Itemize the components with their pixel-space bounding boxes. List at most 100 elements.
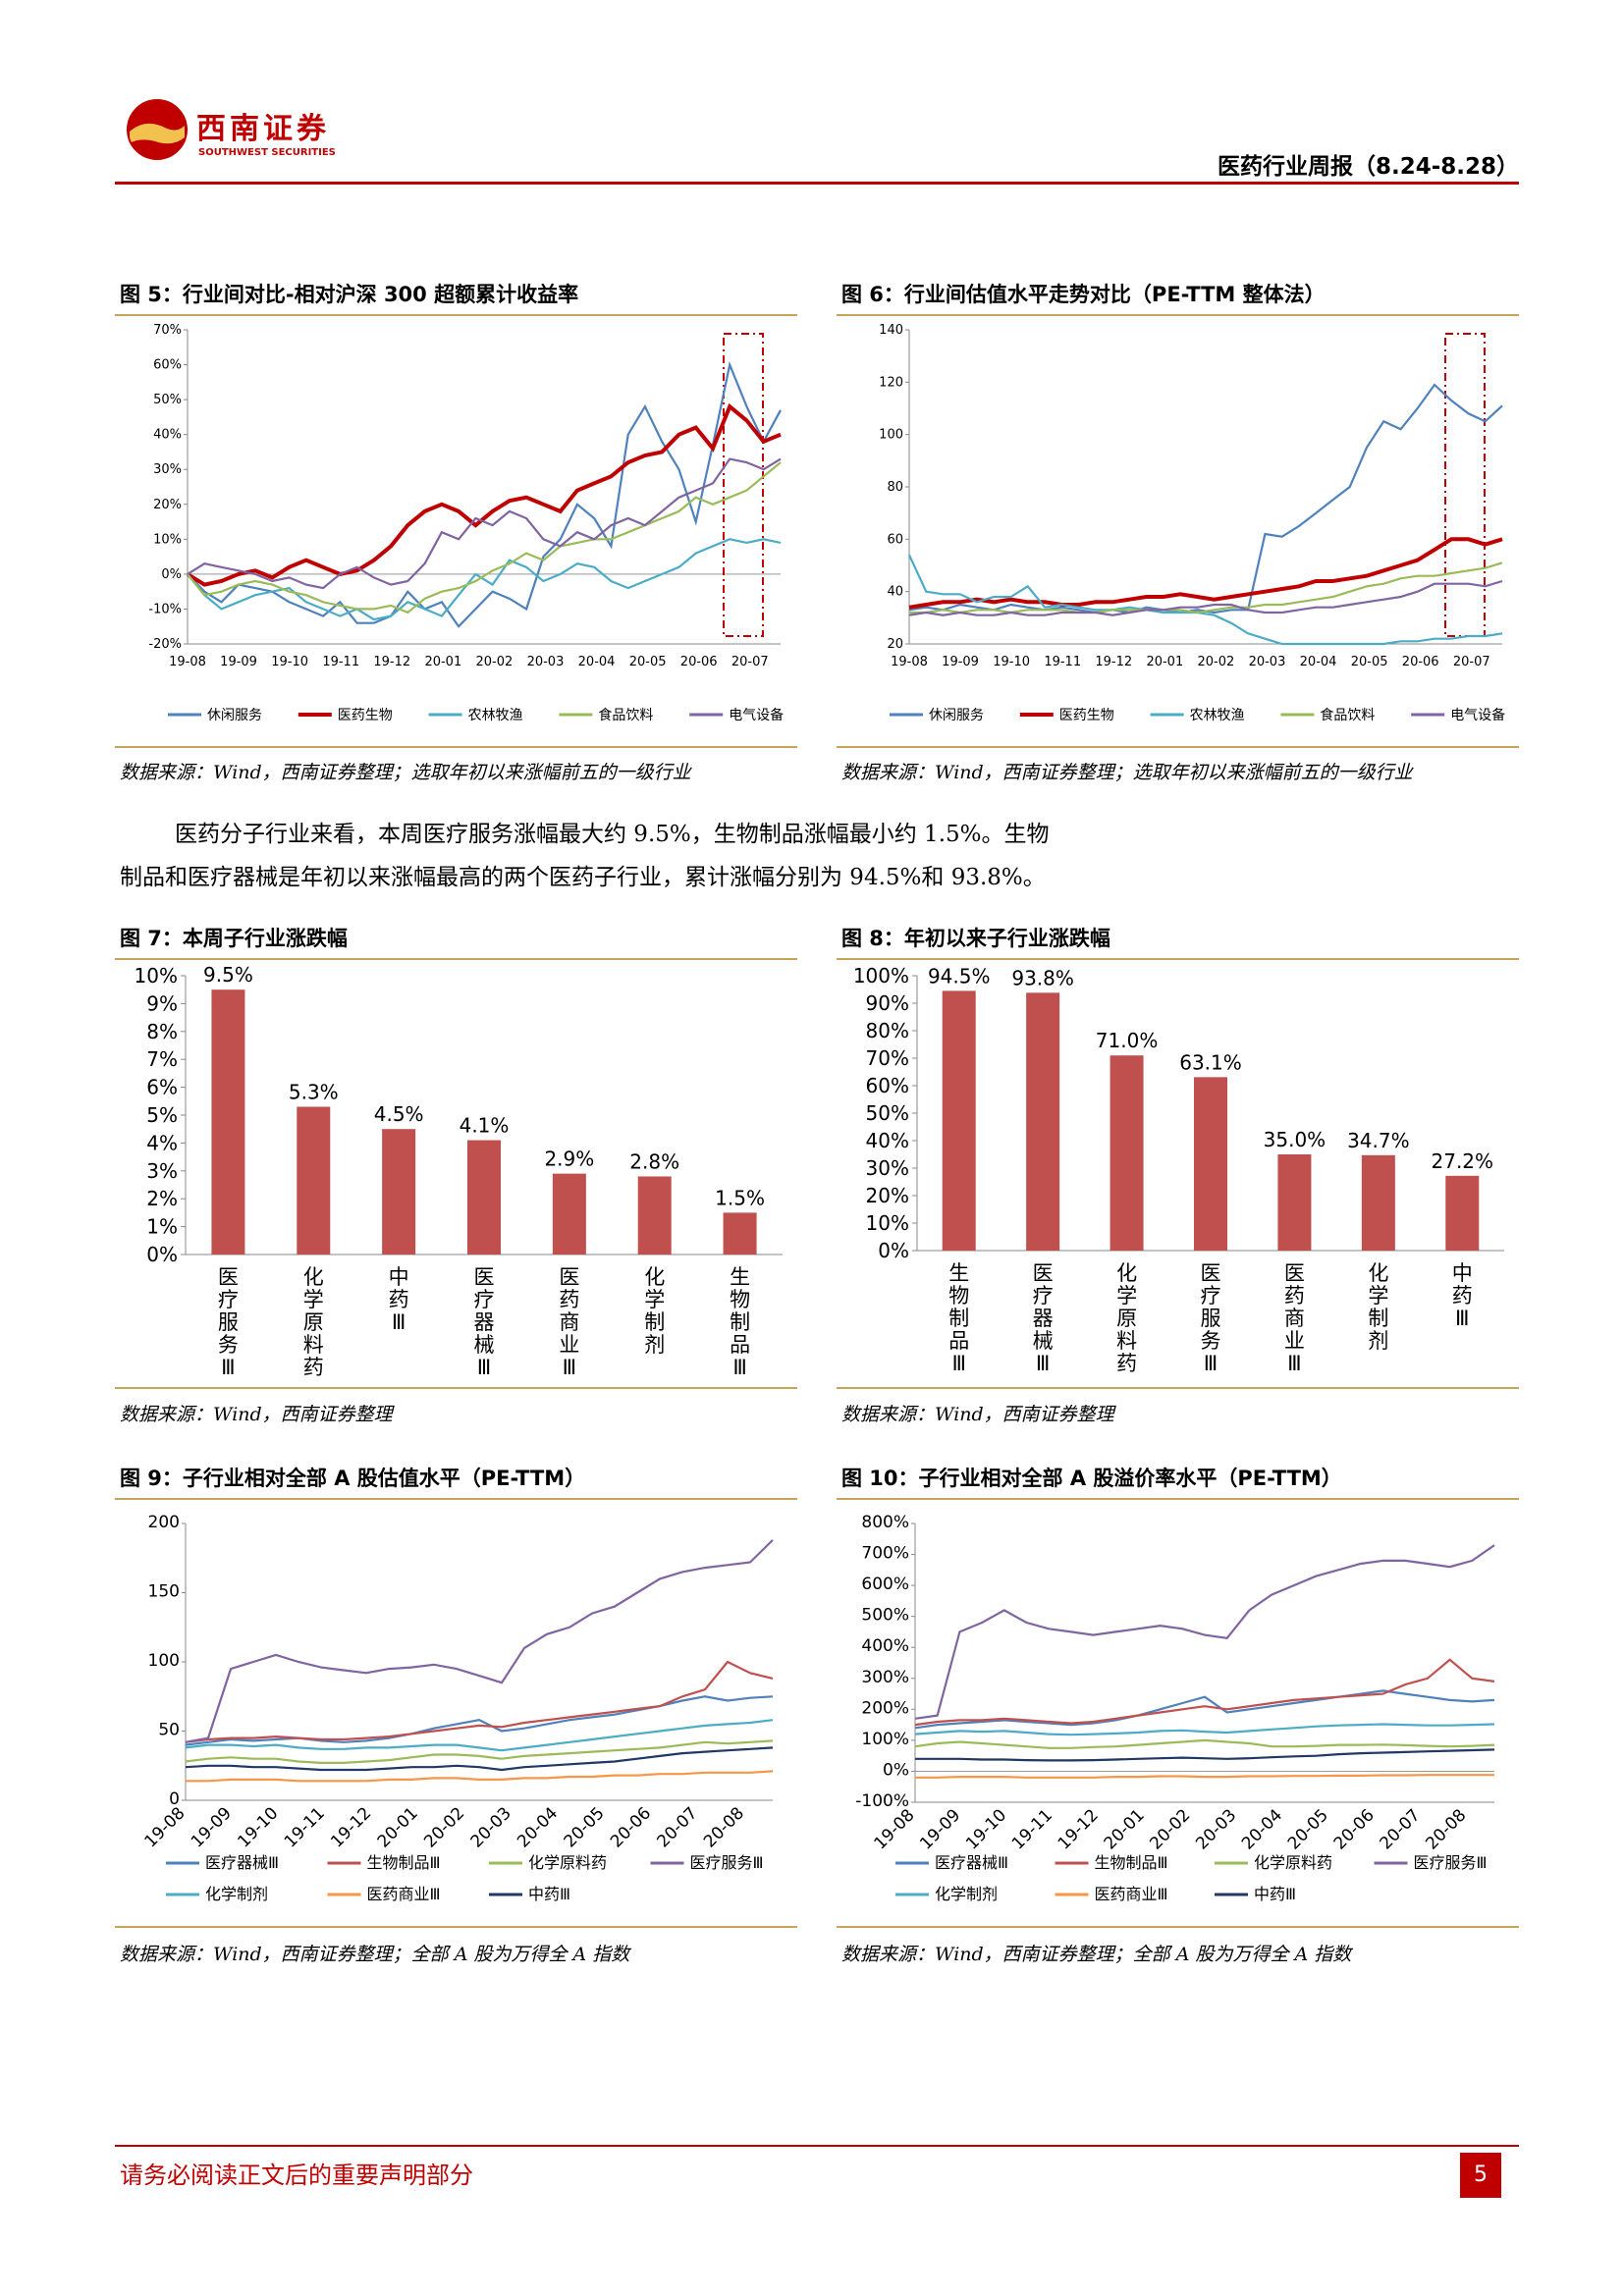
category-label-char: 学 (1116, 1284, 1137, 1308)
y-tick-label: 90% (866, 991, 909, 1015)
paragraph-line-1: 医药分子行业来看，本周医疗服务涨幅最大约 9.5%，生物制品涨幅最小约 1.5%… (175, 822, 1050, 847)
y-tick-label: 200% (861, 1698, 909, 1718)
legend-label: 医疗器械Ⅲ (935, 1853, 1008, 1872)
legend-label: 化学制剂 (935, 1885, 998, 1903)
category-label-char: 物 (948, 1284, 969, 1308)
x-tick-label: 20-06 (1402, 655, 1439, 669)
category-label-char: Ⅲ (392, 1310, 406, 1334)
logo-emblem-icon (127, 99, 188, 160)
category-label-char: 原 (303, 1310, 324, 1334)
x-tick-label: 20-03 (1249, 655, 1286, 669)
report-title: 医药行业周报（8.24-8.28） (1217, 154, 1519, 180)
page-number: 5 (1460, 2153, 1501, 2198)
category-label-char: 制 (730, 1310, 750, 1334)
x-tick-label: 20-04 (1238, 1805, 1286, 1853)
bar-4 (552, 1173, 586, 1255)
category-label-char: 剂 (644, 1333, 665, 1357)
category-label-char: 学 (644, 1288, 665, 1311)
fig9-source: 数据来源：Wind，西南证券整理；全部 A 股为万得全 A 指数 (120, 1944, 630, 1965)
bar-value-label: 9.5% (203, 963, 253, 987)
category-label-char: 医 (218, 1265, 239, 1289)
legend-label: 化学原料药 (1254, 1853, 1332, 1872)
category-label-char: 商 (559, 1310, 579, 1334)
bar-value-label: 2.8% (629, 1149, 679, 1173)
x-tick-label: 20-08 (700, 1803, 748, 1851)
bar-3 (467, 1140, 501, 1255)
series-line-3 (185, 1539, 774, 1743)
x-tick-label: 20-01 (374, 1803, 422, 1851)
y-tick-label: 3% (146, 1159, 178, 1183)
legend-label: 医药商业Ⅲ (367, 1885, 441, 1903)
y-tick-label: 30% (153, 462, 182, 477)
legend-label: 电气设备 (1450, 707, 1505, 723)
category-label-char: Ⅲ (732, 1356, 746, 1379)
y-tick-label: 100 (148, 1651, 180, 1671)
category-label-char: Ⅲ (1036, 1352, 1050, 1375)
category-label-char: 械 (1033, 1329, 1054, 1353)
y-tick-label: 60% (866, 1074, 909, 1097)
fig9-rule (115, 1498, 797, 1500)
y-tick-label: 0% (146, 1243, 178, 1266)
y-tick-label: 140 (879, 323, 903, 338)
x-tick-label: 19-09 (188, 1803, 236, 1851)
category-label-char: 物 (730, 1288, 750, 1311)
category-label-char: 学 (1368, 1284, 1388, 1308)
fig9-title: 图 9：子行业相对全部 A 股估值水平（PE-TTM） (120, 1467, 586, 1490)
bar-value-label: 93.8% (1011, 966, 1074, 989)
x-tick-label: 19-10 (271, 655, 308, 669)
category-label-char: 疗 (474, 1288, 495, 1311)
fig5-rule (115, 314, 797, 316)
y-tick-label: 50% (866, 1101, 909, 1125)
category-label-char: 务 (1201, 1329, 1221, 1353)
y-tick-label: 60 (887, 532, 903, 547)
x-tick-label: 19-09 (220, 655, 257, 669)
series-line-4 (187, 457, 782, 590)
category-label-char: 学 (303, 1288, 324, 1311)
y-tick-label: 300% (861, 1668, 909, 1687)
legend-label: 中药Ⅲ (1254, 1885, 1296, 1903)
y-tick-label: 7% (146, 1047, 178, 1071)
category-label-char: 中 (389, 1265, 409, 1289)
y-tick-label: 40 (887, 585, 903, 600)
y-tick-label: -10% (148, 602, 182, 616)
y-tick-label: 20 (887, 637, 903, 652)
fig5-source: 数据来源：Wind，西南证券整理；选取年初以来涨幅前五的一级行业 (120, 762, 691, 783)
category-label-char: Ⅲ (1455, 1307, 1469, 1330)
bar-5 (637, 1176, 672, 1255)
bar-5 (1361, 1154, 1395, 1251)
legend-label: 休闲服务 (929, 708, 984, 723)
category-label-char: 制 (948, 1307, 969, 1330)
legend-label: 医药生物 (1059, 708, 1114, 723)
bar-6 (1445, 1175, 1480, 1251)
x-tick-label: 20-04 (1300, 655, 1337, 669)
legend-label: 休闲服务 (207, 708, 262, 723)
fig6-rule (837, 314, 1519, 316)
category-label-char: 医 (559, 1265, 579, 1289)
category-label-char: 料 (303, 1333, 324, 1357)
y-tick-label: 8% (146, 1020, 178, 1043)
x-tick-label: 20-04 (514, 1803, 562, 1851)
x-tick-label: 20-01 (424, 655, 461, 669)
logo-subtext: SOUTHWEST SECURITIES (198, 147, 336, 158)
category-label-char: 医 (1201, 1261, 1221, 1285)
paragraph-line-2: 制品和医疗器械是年初以来涨幅最高的两个医药子行业，累计涨幅分别为 94.5%和 … (120, 865, 1046, 890)
fig7-chart: 10%9%8%7%6%5%4%3%2%1%0%9.5%医疗服务Ⅲ5.3%化学原料… (135, 963, 783, 1379)
series-line-2 (914, 1738, 1495, 1749)
category-label-char: 药 (389, 1288, 409, 1311)
fig8-rule (837, 958, 1519, 960)
company-logo: 西南证券 SOUTHWEST SECURITIES (126, 98, 361, 167)
bar-1 (1026, 992, 1060, 1251)
y-tick-label: 70% (866, 1046, 909, 1070)
y-tick-label: 80% (866, 1019, 909, 1042)
category-label-char: 医 (474, 1265, 495, 1289)
bar-value-label: 1.5% (715, 1186, 765, 1209)
category-label-char: 药 (303, 1356, 324, 1379)
category-label-char: 药 (559, 1288, 579, 1311)
x-tick-label: 20-07 (1453, 655, 1490, 669)
series-line-0 (908, 383, 1503, 614)
legend-label: 医药生物 (338, 708, 393, 723)
y-tick-label: 2% (146, 1187, 178, 1210)
legend-label: 医药商业Ⅲ (1095, 1885, 1168, 1903)
category-label-char: Ⅲ (477, 1356, 491, 1379)
series-line-4 (185, 1719, 774, 1752)
